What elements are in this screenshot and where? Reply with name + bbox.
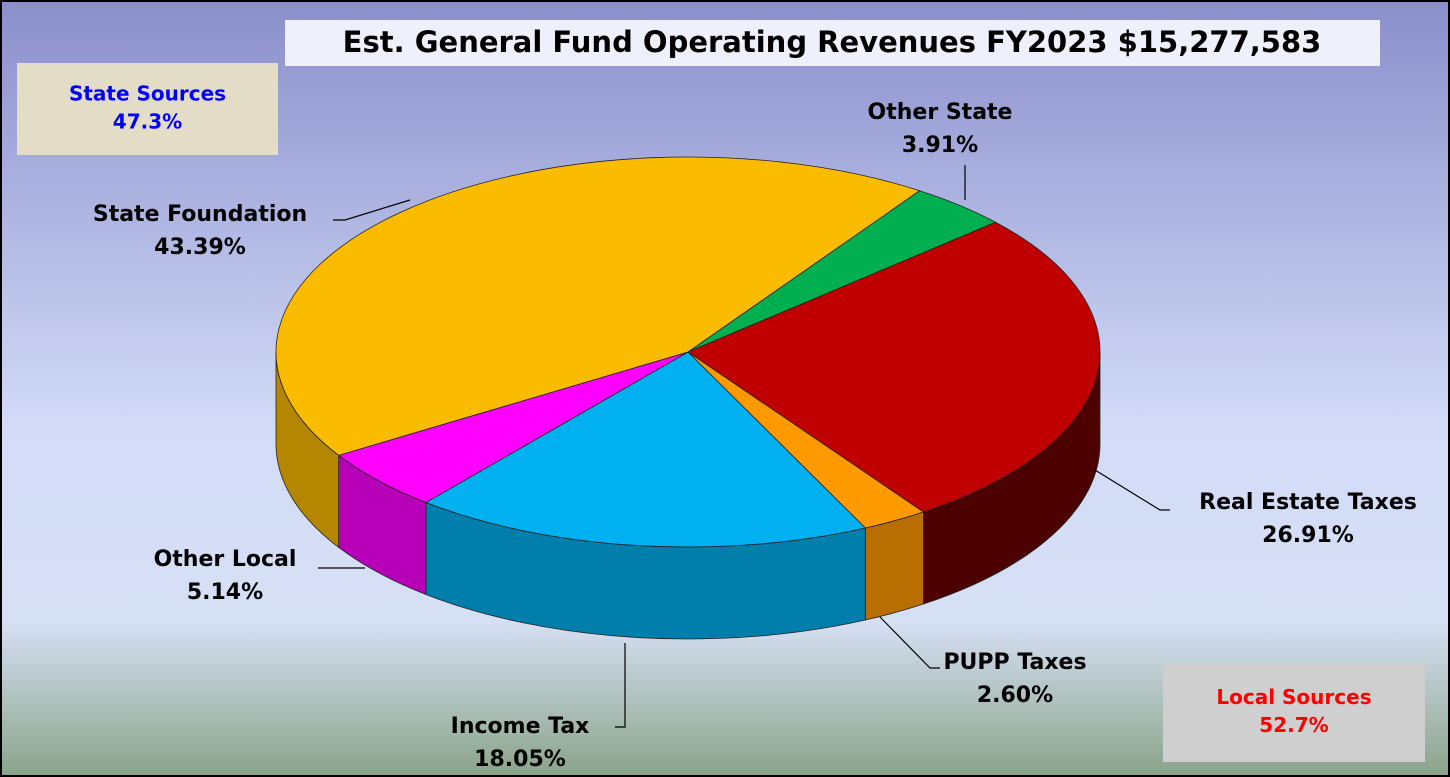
labels: Other State 3.91% Real Estate Taxes 26.91% P… <box>17 63 1425 772</box>
slice-value-label: 2.60% <box>977 683 1053 708</box>
slice-value-label: 26.91% <box>1262 523 1354 548</box>
slice-label: PUPP Taxes <box>943 650 1086 675</box>
annotation-value: 47.3% <box>113 110 182 134</box>
title-box <box>285 20 1380 66</box>
leader-line <box>615 643 626 728</box>
leader-line <box>879 616 940 669</box>
slice-label: Other State <box>868 100 1013 125</box>
annotation-label: Local Sources <box>1216 685 1371 709</box>
slice-label: Income Tax <box>451 714 590 739</box>
slice-value-label: 43.39% <box>154 235 246 260</box>
annotation-box <box>17 63 278 155</box>
slice-label: State Foundation <box>93 202 307 227</box>
slice-value-label: 5.14% <box>187 580 263 605</box>
leader-line <box>1094 469 1170 511</box>
slice <box>687 221 1101 513</box>
slice <box>425 351 867 548</box>
slice-value-label: 18.05% <box>474 747 566 772</box>
chart-title: Est. General Fund Operating Revenues FY2… <box>343 25 1322 59</box>
annotation-label: State Sources <box>69 82 226 106</box>
slice-label: Other Local <box>154 547 297 572</box>
slice-label: Real Estate Taxes <box>1199 490 1417 515</box>
annotation-value: 52.7% <box>1259 713 1328 737</box>
slice <box>275 156 921 456</box>
leader-line <box>333 199 411 221</box>
slice-value-label: 3.91% <box>902 133 978 158</box>
pie <box>275 156 1101 640</box>
slice-side <box>864 511 924 621</box>
annotation-box <box>1163 663 1425 762</box>
